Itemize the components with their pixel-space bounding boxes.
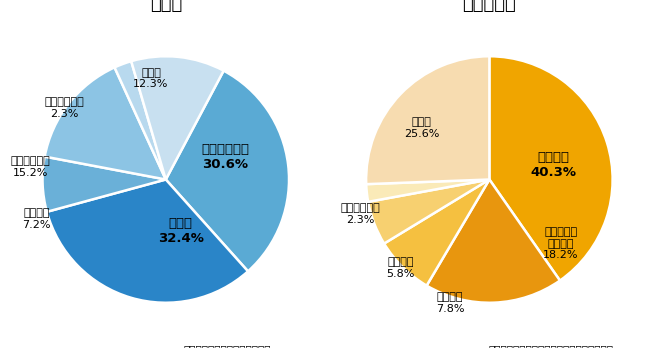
Wedge shape (47, 180, 248, 303)
Text: 構造設計
7.8%: 構造設計 7.8% (435, 292, 464, 314)
Text: 工事監理
5.8%: 工事監理 5.8% (386, 258, 415, 279)
Text: 住宅メーカー
15.2%: 住宅メーカー 15.2% (10, 156, 50, 178)
Text: その他
12.3%: その他 12.3% (133, 68, 169, 89)
Text: 建築設計
40.3%: 建築設計 40.3% (530, 151, 576, 179)
Text: 施工管理・
現場監理
18.2%: 施工管理・ 現場監理 18.2% (543, 227, 579, 260)
Wedge shape (384, 180, 489, 286)
Wedge shape (131, 56, 224, 180)
Text: その他：行政・設備設計・積算・研究教育等: その他：行政・設備設計・積算・研究教育等 (489, 345, 613, 348)
Title: 職務内容別: 職務内容別 (463, 0, 516, 13)
Wedge shape (43, 157, 165, 212)
Text: その他
25.6%: その他 25.6% (404, 117, 439, 139)
Text: 建設業
32.4%: 建設業 32.4% (158, 217, 204, 245)
Wedge shape (366, 56, 489, 184)
Wedge shape (489, 56, 613, 280)
Wedge shape (114, 61, 165, 180)
Text: 官公庁等
7.2%: 官公庁等 7.2% (22, 208, 51, 230)
Wedge shape (368, 180, 489, 244)
Wedge shape (366, 180, 489, 202)
Text: 学生・研究生
2.3%: 学生・研究生 2.3% (45, 97, 84, 119)
Text: その他：不動産業、研究教育等: その他：不動産業、研究教育等 (184, 345, 271, 348)
Title: 職域別: 職域別 (150, 0, 182, 13)
Text: 学生・研究生
2.3%: 学生・研究生 2.3% (340, 203, 380, 225)
Text: 建築士事務所
30.6%: 建築士事務所 30.6% (201, 143, 249, 171)
Wedge shape (45, 68, 165, 180)
Wedge shape (165, 71, 289, 271)
Wedge shape (426, 180, 560, 303)
